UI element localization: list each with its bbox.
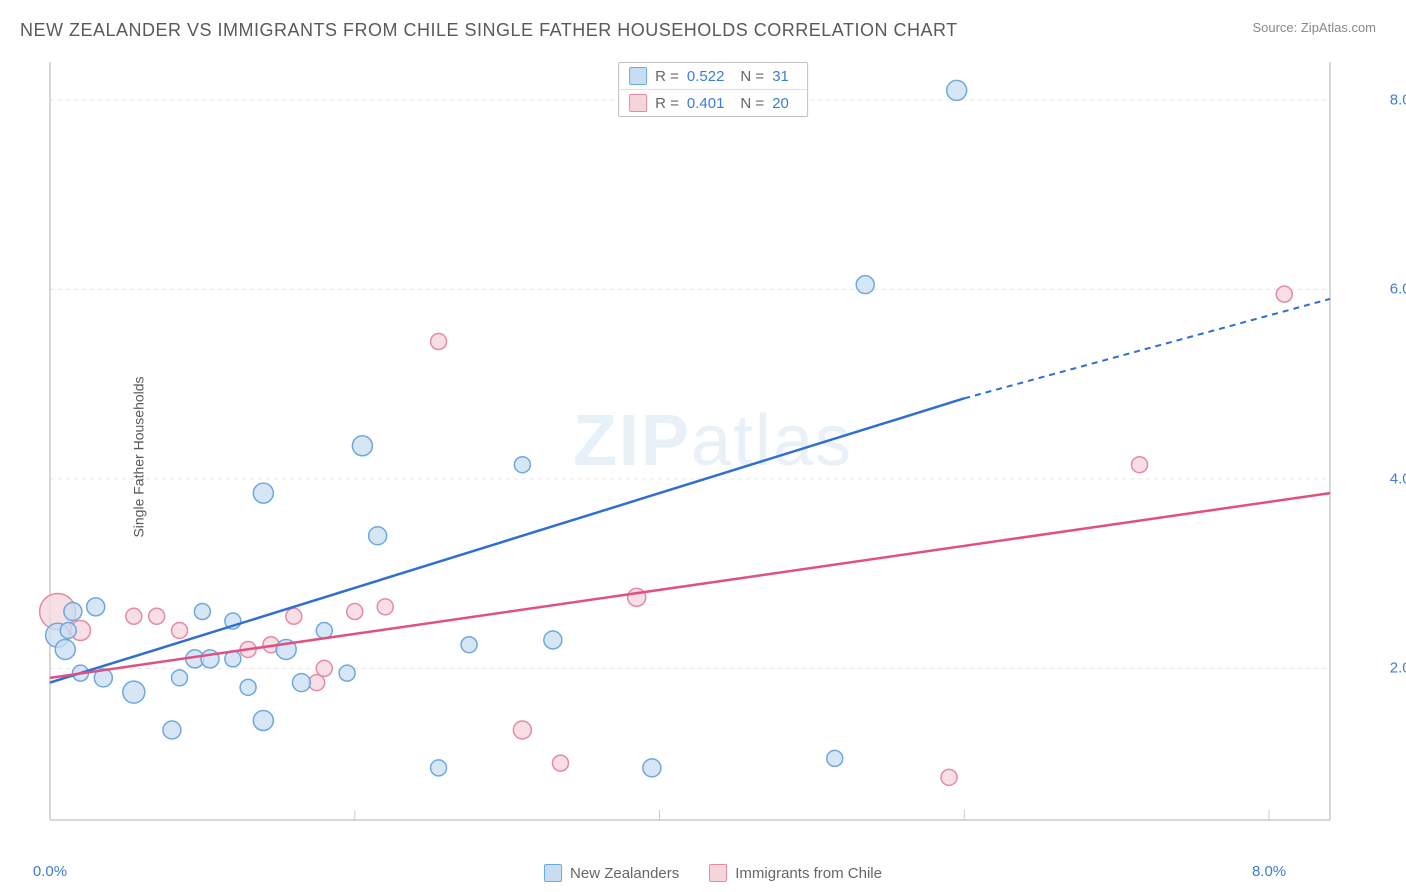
legend-n-value: 20 [772, 95, 789, 112]
y-tick-label: 2.0% [1390, 660, 1406, 677]
chart-title: NEW ZEALANDER VS IMMIGRANTS FROM CHILE S… [20, 20, 958, 41]
legend-n-label: N = [740, 95, 764, 112]
series-name: New Zealanders [570, 865, 679, 882]
legend-item: Immigrants from Chile [709, 864, 882, 882]
chart-container: Single Father Households ZIPatlas R = 0.… [50, 62, 1376, 852]
y-tick-label: 4.0% [1390, 470, 1406, 487]
series-legend: New Zealanders Immigrants from Chile [544, 864, 882, 882]
legend-swatch [629, 94, 647, 112]
legend-r-value: 0.401 [687, 95, 725, 112]
series-name: Immigrants from Chile [735, 865, 882, 882]
legend-swatch [544, 864, 562, 882]
legend-swatch [709, 864, 727, 882]
correlation-legend: R = 0.522 N = 31 R = 0.401 N = 20 [618, 62, 808, 117]
x-tick-label: 0.0% [33, 863, 67, 880]
legend-item: New Zealanders [544, 864, 679, 882]
legend-n-value: 31 [772, 68, 789, 85]
legend-row: R = 0.401 N = 20 [619, 89, 807, 116]
scatter-plot [50, 62, 1330, 820]
legend-row: R = 0.522 N = 31 [619, 63, 807, 89]
legend-r-value: 0.522 [687, 68, 725, 85]
x-tick-label: 8.0% [1252, 863, 1286, 880]
chart-header: NEW ZEALANDER VS IMMIGRANTS FROM CHILE S… [0, 0, 1406, 51]
legend-n-label: N = [740, 68, 764, 85]
y-tick-label: 6.0% [1390, 281, 1406, 298]
legend-r-label: R = [655, 68, 679, 85]
legend-swatch [629, 67, 647, 85]
legend-r-label: R = [655, 95, 679, 112]
source-attribution: Source: ZipAtlas.com [1252, 20, 1376, 35]
y-tick-label: 8.0% [1390, 91, 1406, 108]
